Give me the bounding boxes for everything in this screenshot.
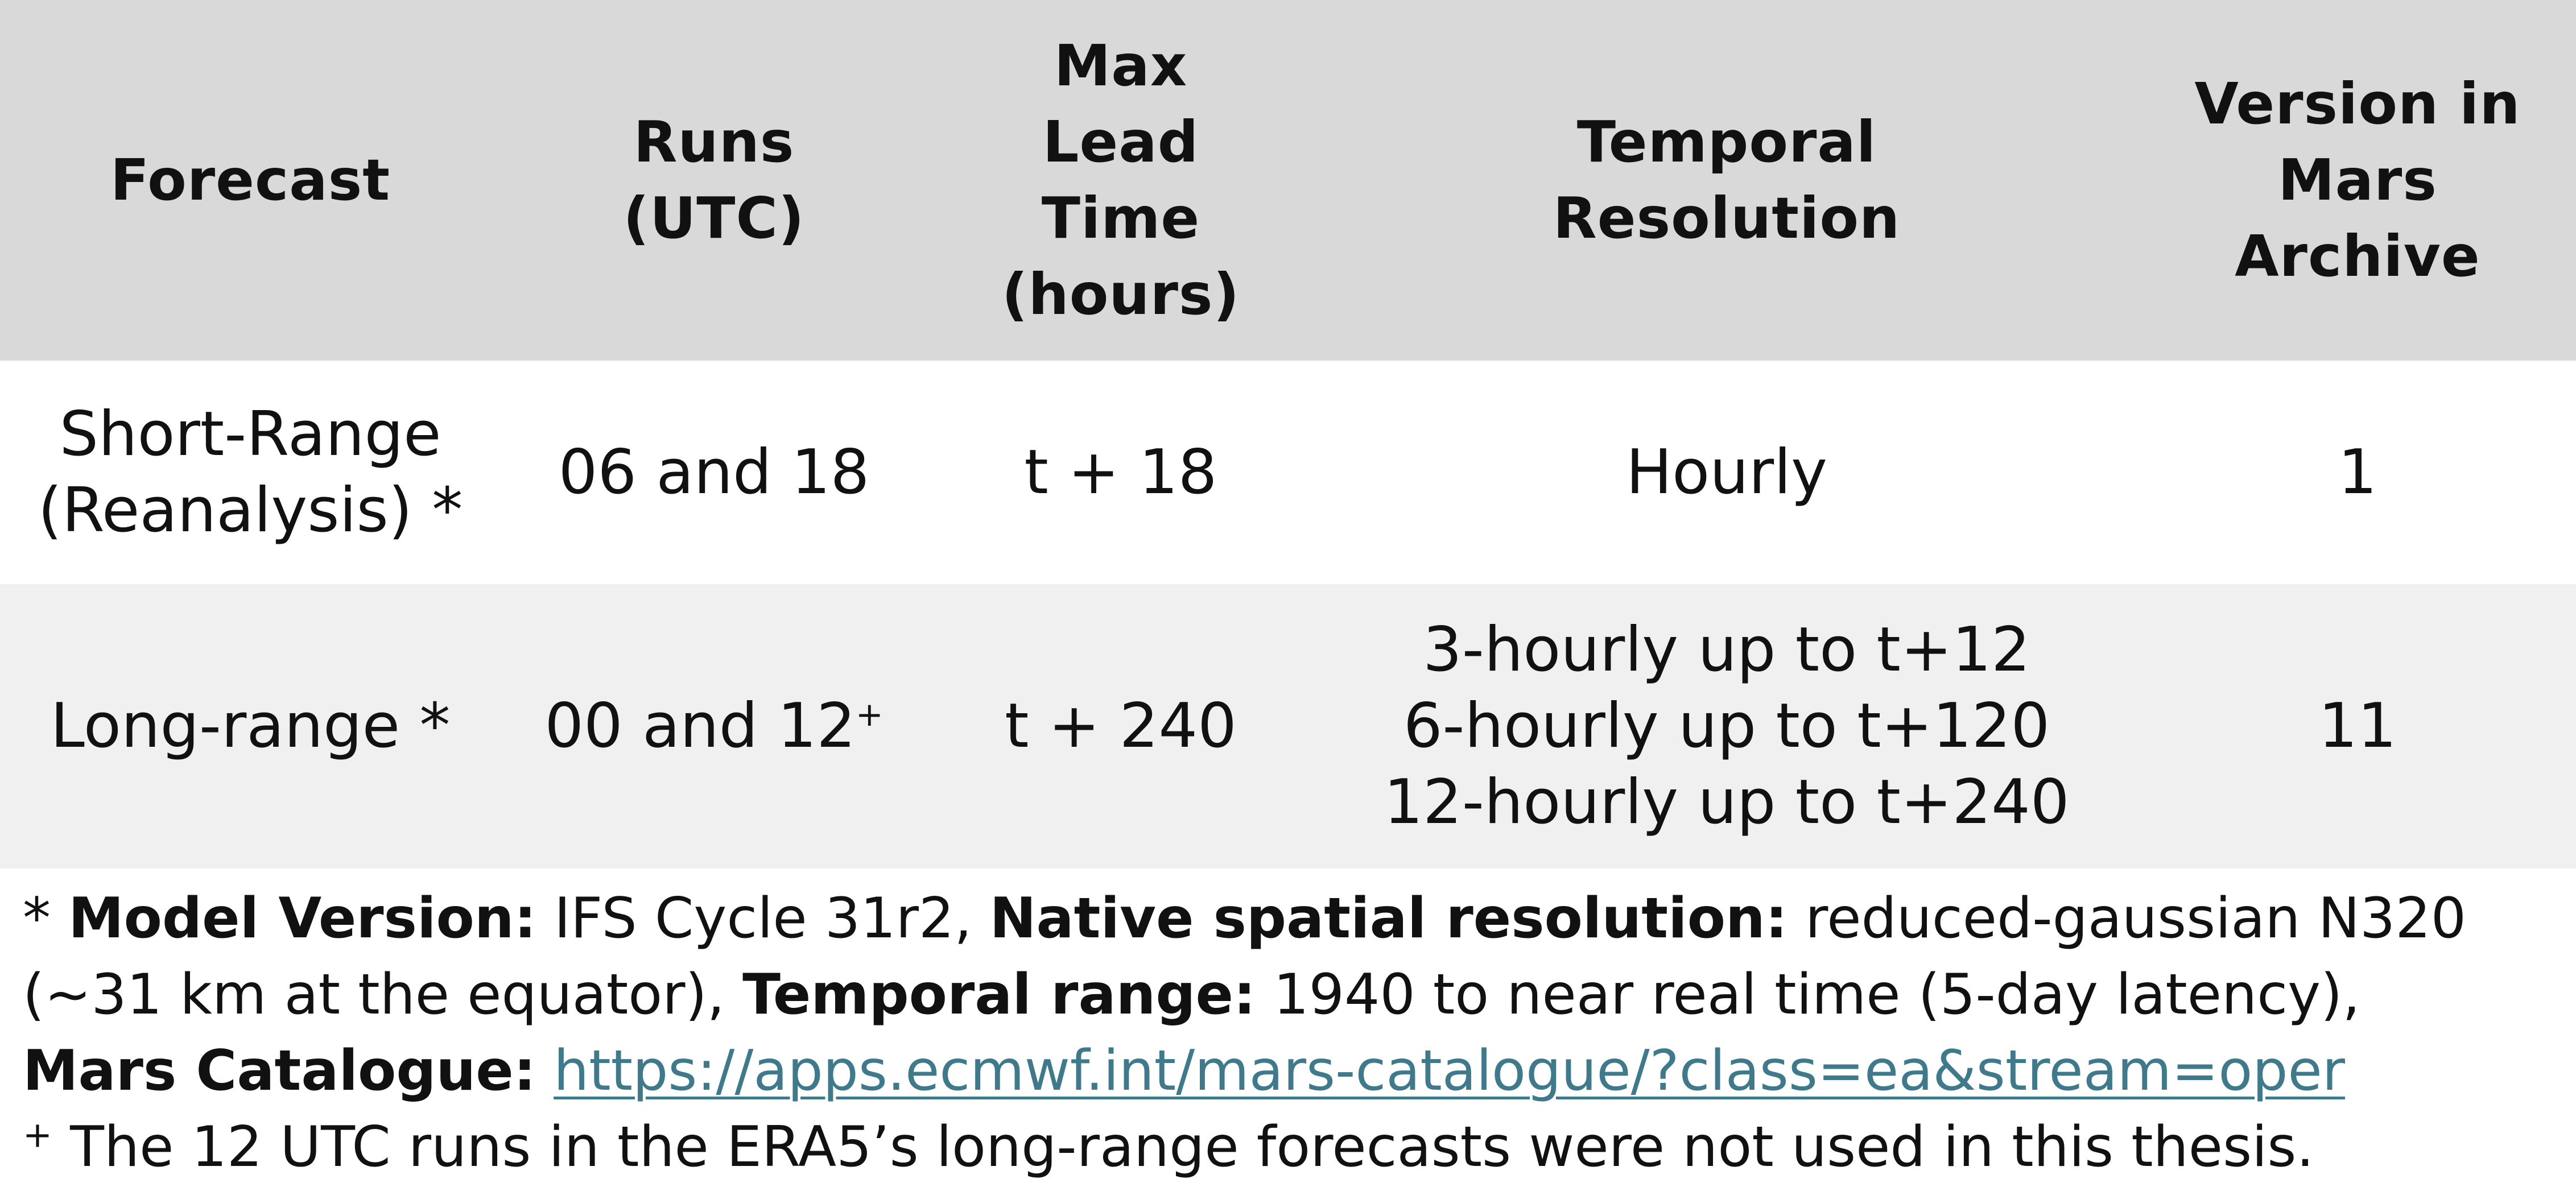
- header-runs-line: Runs: [633, 109, 795, 175]
- cell-forecast-line: Long-range *: [50, 690, 451, 762]
- star-marker: *: [23, 886, 51, 951]
- cell-version: 11: [2139, 584, 2576, 868]
- spatial-resolution-label: Native spatial resolution:: [989, 886, 1788, 951]
- header-max-lead-time: Max Lead Time (hours): [927, 0, 1314, 361]
- header-version-line: Mars: [2278, 147, 2437, 213]
- cell-temporal-line: 6-hourly up to t+120: [1403, 690, 2050, 762]
- cell-temporal-line: 3-hourly up to t+12: [1423, 614, 2030, 685]
- cell-version-text: 1: [2338, 436, 2377, 508]
- mars-catalogue-link[interactable]: https://apps.ecmwf.int/mars-catalogue/?c…: [554, 1039, 2346, 1103]
- cell-temporal: 3-hourly up to t+12 6-hourly up to t+120…: [1314, 584, 2139, 868]
- footnote-line-2: (~31 km at the equator), Temporal range:…: [23, 957, 2560, 1033]
- cell-forecast-line: (Reanalysis) *: [38, 474, 463, 546]
- cell-temporal-line: Hourly: [1625, 436, 1828, 508]
- header-temporal-resolution: Temporal Resolution: [1314, 0, 2139, 361]
- header-forecast-line: Forecast: [110, 147, 391, 213]
- cell-version-text: 11: [2318, 690, 2397, 762]
- header-temporal-line: Resolution: [1553, 185, 1901, 251]
- cell-runs: 06 and 18: [501, 361, 927, 584]
- cell-temporal-line: 12-hourly up to t+240: [1384, 767, 2070, 838]
- cell-lead-time: t + 240: [927, 584, 1314, 868]
- footnote-line-4: + The 12 UTC runs in the ERA5’s long-ran…: [23, 1109, 2560, 1185]
- cell-forecast-line: Short-Range: [59, 398, 441, 470]
- cell-forecast: Long-range *: [0, 584, 501, 868]
- cell-lead-time-text: t + 18: [1024, 436, 1217, 508]
- header-runs: Runs (UTC): [501, 0, 927, 361]
- table-row: Long-range * 00 and 12+ t + 240 3-hourly…: [0, 584, 2576, 868]
- header-lead-line: Max: [1054, 32, 1188, 99]
- header-version-line: Version in: [2194, 71, 2521, 137]
- table-row: Short-Range (Reanalysis) * 06 and 18 t +…: [0, 361, 2576, 584]
- header-forecast: Forecast: [0, 0, 501, 361]
- temporal-range-value: 1940 to near real time (5-day latency),: [1273, 962, 2360, 1027]
- cell-runs-superscript: +: [856, 695, 884, 734]
- cell-temporal: Hourly: [1314, 361, 2139, 584]
- table-header-row: Forecast Runs (UTC) Max Lead Time (hours…: [0, 0, 2576, 361]
- footnotes: * Model Version: IFS Cycle 31r2, Native …: [23, 880, 2560, 1185]
- header-lead-line: Lead: [1042, 109, 1199, 175]
- temporal-range-label: Temporal range:: [742, 962, 1256, 1027]
- header-runs-line: (UTC): [623, 185, 805, 251]
- header-temporal-line: Temporal: [1576, 109, 1877, 175]
- spatial-resolution-value-cont: (~31 km at the equator),: [23, 962, 725, 1027]
- cell-runs: 00 and 12+: [501, 584, 927, 868]
- header-version-line: Archive: [2235, 223, 2480, 289]
- footnote-line-1: * Model Version: IFS Cycle 31r2, Native …: [23, 880, 2560, 957]
- cell-forecast: Short-Range (Reanalysis) *: [0, 361, 501, 584]
- plus-note-text: The 12 UTC runs in the ERA5’s long-range…: [70, 1115, 2314, 1180]
- header-lead-line: (hours): [1001, 261, 1240, 328]
- cell-version: 1: [2139, 361, 2576, 584]
- header-version: Version in Mars Archive: [2139, 0, 2576, 361]
- cell-runs-text: 06 and 18: [558, 436, 870, 508]
- model-version-label: Model Version:: [68, 886, 536, 951]
- spatial-resolution-value: reduced-gaussian N320: [1805, 886, 2467, 951]
- mars-catalogue-label: Mars Catalogue:: [23, 1039, 536, 1103]
- model-version-value: IFS Cycle 31r2,: [554, 886, 972, 951]
- cell-lead-time-text: t + 240: [1005, 690, 1237, 762]
- header-lead-line: Time: [1041, 185, 1200, 251]
- cell-lead-time: t + 18: [927, 361, 1314, 584]
- cell-runs-text: 00 and 12: [544, 690, 856, 762]
- footnote-line-3: Mars Catalogue: https://apps.ecmwf.int/m…: [23, 1033, 2560, 1109]
- plus-marker: +: [23, 1114, 52, 1156]
